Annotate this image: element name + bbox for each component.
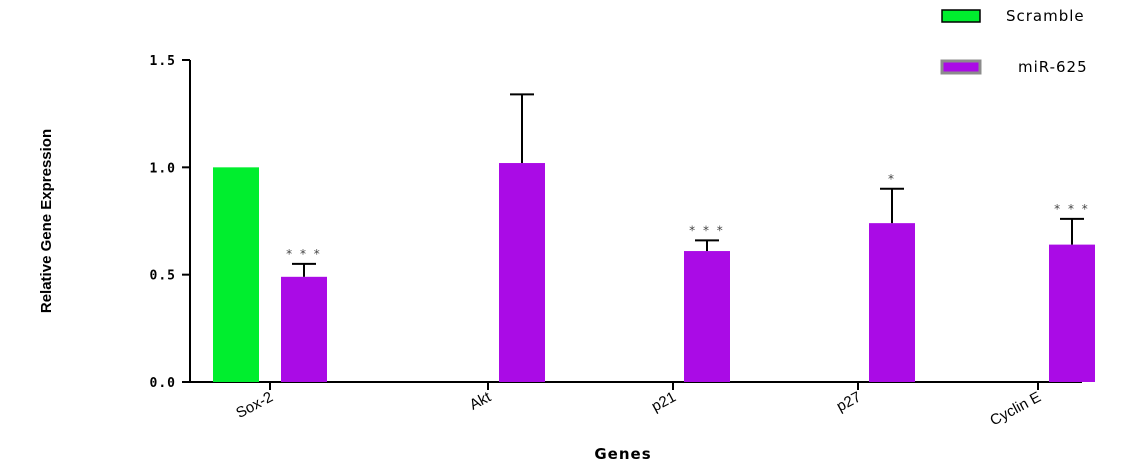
bar-mir-625-3: [869, 223, 915, 382]
y-tick-label: 0.5: [150, 269, 176, 284]
x-tick-label: Cyclin E: [987, 389, 1044, 430]
legend-swatch-scramble: [941, 9, 981, 23]
bar-mir-625-4: [1049, 244, 1095, 382]
x-axis-label: Genes: [594, 445, 651, 463]
bar-mir-625-2: [684, 251, 730, 382]
legend-swatch-mir-625: [940, 59, 982, 75]
x-tick-label: Akt: [467, 388, 495, 414]
significance-label: * * *: [689, 223, 725, 237]
x-tick-label: Sox-2: [233, 389, 276, 422]
significance-label: * * *: [286, 247, 322, 261]
x-tick-label: p21: [649, 389, 679, 416]
significance-label: * * *: [1054, 202, 1090, 216]
y-tick-label: 0.0: [150, 376, 176, 391]
bars: * * * * * * * * * *: [213, 93, 1095, 382]
bar-scramble-0: [213, 167, 259, 382]
bar-mir-625-0: [281, 276, 327, 382]
x-tick-label: p27: [834, 389, 864, 416]
y-ticks: 0.0 0.5 1.0 1.5: [150, 54, 190, 391]
y-axis-label: Relative Gene Expression: [38, 129, 55, 313]
legend-label: miR-625: [1018, 58, 1088, 76]
x-ticks: Sox-2 Akt p21 p27 Cyclin E: [233, 382, 1044, 429]
legend-label: Scramble: [1006, 7, 1085, 25]
axes: [189, 60, 1082, 383]
y-tick-label: 1.5: [150, 54, 176, 69]
bar-mir-625-1: [499, 163, 545, 382]
y-tick-label: 1.0: [150, 161, 176, 176]
significance-label: *: [888, 172, 896, 186]
legend: Scramble miR-625: [940, 7, 1088, 76]
